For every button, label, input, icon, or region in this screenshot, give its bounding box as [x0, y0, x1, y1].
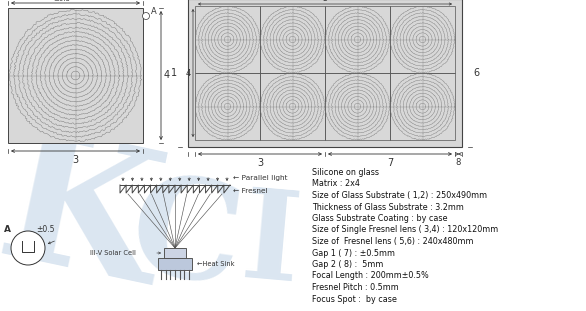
Text: Silicone on glass: Silicone on glass [312, 168, 379, 177]
Text: Gap 1 ( 7) : ±0.5mm: Gap 1 ( 7) : ±0.5mm [312, 248, 395, 258]
Text: ←Heat Sink: ←Heat Sink [197, 261, 234, 267]
Text: 7: 7 [387, 158, 393, 168]
Bar [390, 73, 455, 140]
Text: Matrix : 2x4: Matrix : 2x4 [312, 179, 360, 188]
Bar [8, 8, 143, 143]
Text: K: K [0, 118, 175, 311]
Bar [188, 0, 462, 147]
Text: Glass Substrate Coating : by case: Glass Substrate Coating : by case [312, 214, 448, 223]
Text: Thickness of Glass Substrate : 3.2mm: Thickness of Glass Substrate : 3.2mm [312, 202, 464, 211]
Text: I: I [236, 182, 304, 308]
Text: ← Fresnel: ← Fresnel [233, 188, 268, 194]
Text: 4: 4 [164, 71, 170, 81]
Text: 3: 3 [73, 155, 79, 165]
Text: ← Parallel light: ← Parallel light [233, 175, 288, 181]
Bar [158, 258, 192, 270]
Text: Focal Length : 200mm±0.5%: Focal Length : 200mm±0.5% [312, 272, 429, 281]
Circle shape [11, 231, 45, 265]
Text: Size of Single Fresnel lens ( 3,4) : 120x120mm: Size of Single Fresnel lens ( 3,4) : 120… [312, 225, 498, 234]
Bar [195, 73, 260, 140]
Text: 3: 3 [257, 158, 263, 168]
Bar [325, 73, 390, 140]
Text: III-V Solar Cell: III-V Solar Cell [90, 250, 136, 256]
Text: Size of  Fresnel lens ( 5,6) : 240x480mm: Size of Fresnel lens ( 5,6) : 240x480mm [312, 237, 473, 246]
Text: Fresnel Pitch : 0.5mm: Fresnel Pitch : 0.5mm [312, 283, 398, 292]
Bar [260, 6, 325, 73]
Text: 4: 4 [186, 68, 191, 77]
Text: ±0.5: ±0.5 [53, 0, 70, 2]
Text: 6: 6 [473, 68, 479, 78]
Bar [195, 6, 260, 73]
Text: ±0.5: ±0.5 [36, 225, 54, 234]
Text: 8: 8 [456, 158, 461, 167]
Text: 5: 5 [322, 0, 328, 3]
Text: A: A [4, 225, 11, 234]
Bar [325, 6, 390, 73]
Circle shape [142, 12, 149, 20]
Text: Focus Spot :  by case: Focus Spot : by case [312, 295, 397, 304]
Bar [390, 6, 455, 73]
Bar [164, 248, 186, 258]
Text: C: C [121, 166, 249, 311]
Bar [260, 73, 325, 140]
Text: 1: 1 [171, 68, 177, 78]
Text: Size of Glass Substrate ( 1,2) : 250x490mm: Size of Glass Substrate ( 1,2) : 250x490… [312, 191, 487, 200]
Text: Gap 2 ( 8) :  5mm: Gap 2 ( 8) : 5mm [312, 260, 383, 269]
Text: A: A [151, 7, 156, 16]
